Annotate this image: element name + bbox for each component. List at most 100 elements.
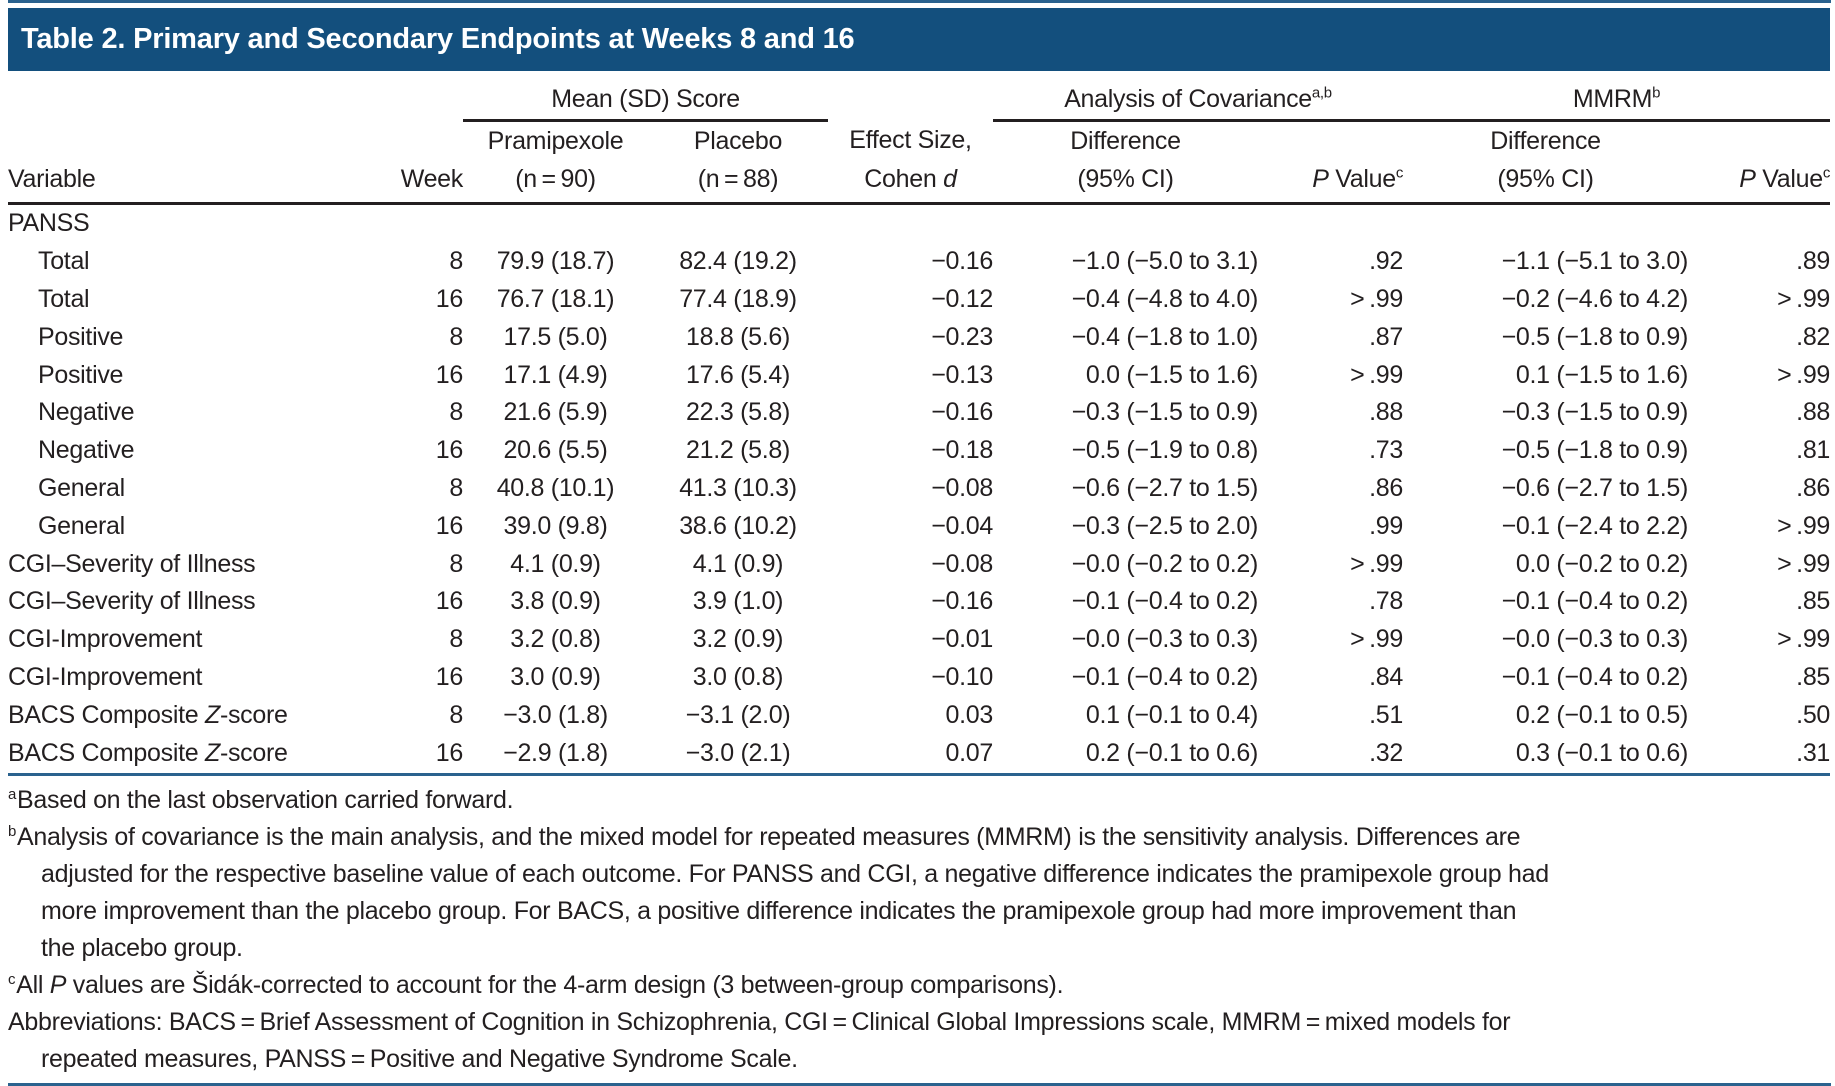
table-row: Negative 8 21.6 (5.9) 22.3 (5.8) −0.16 −0.3 (… (8, 394, 1830, 432)
cell-placebo-mean: 3.0 (0.8) (692, 662, 784, 691)
cell-placebo-mean: 38.6 (10.2) (679, 511, 797, 540)
spanner-mmrm: MMRMb (1403, 71, 1831, 122)
cell-mmrm-pvalue: > .99 (1777, 511, 1831, 540)
footnote-abbreviations-line-2: repeated measures, PANSS = Positive and … (41, 1044, 798, 1073)
table-row: Positive 16 17.1 (4.9) 17.6 (5.4) −0.13 0.0 (… (8, 356, 1830, 394)
cell-variable: General (38, 473, 125, 502)
cell-pramipexole-mean (463, 204, 648, 243)
cell-week: 8 (449, 398, 463, 427)
pvalue-superscript: c (1395, 164, 1404, 182)
footnote-b-line-4: the placebo group. (41, 933, 243, 962)
z-italic: Z (204, 700, 220, 729)
table-body: PANSS Total 8 79.9 (18.7) 82.4 (19.2) −0.16 −1… (8, 204, 1830, 772)
p-italic: P (1312, 164, 1329, 193)
cell-week: 16 (435, 436, 464, 465)
cell-variable: BACS Composite Z-score (8, 738, 288, 767)
cell-mmrm-difference: 0.3 (−0.1 to 0.6) (1515, 738, 1689, 767)
cell-week (363, 204, 463, 243)
spanner-mmrm-superscript: b (1652, 84, 1661, 102)
cell-mmrm-difference: −0.0 (−0.3 to 0.3) (1501, 625, 1689, 654)
cell-mmrm-difference (1403, 204, 1688, 243)
cell-mmrm-difference: −1.1 (−5.1 to 3.0) (1501, 247, 1689, 276)
spanner-analysis-of-covariance: Analysis of Covariancea,b (993, 71, 1404, 122)
table-row: Positive 8 17.5 (5.0) 18.8 (5.6) −0.23 −0.4 (… (8, 318, 1830, 356)
cell-placebo-mean: 3.2 (0.9) (692, 625, 784, 654)
header-spacer (363, 121, 463, 161)
table-bottom-rule (8, 772, 1830, 776)
cell-ancova-difference: −0.4 (−4.8 to 4.0) (1071, 284, 1259, 313)
cell-mmrm-difference: 0.2 (−0.1 to 0.5) (1515, 700, 1689, 729)
cell-ancova-difference (993, 204, 1258, 243)
cell-effect-size: −0.08 (931, 473, 993, 502)
cell-variable: CGI–Severity of Illness (8, 549, 256, 578)
cell-pramipexole-mean: −2.9 (1.8) (503, 738, 608, 767)
table-row: Total 8 79.9 (18.7) 82.4 (19.2) −0.16 −1.0 (−… (8, 243, 1830, 281)
cell-effect-size: −0.04 (931, 511, 993, 540)
cell-mmrm-pvalue: .82 (1796, 322, 1831, 351)
spanner-ancova-label: Analysis of Covariance (1064, 85, 1312, 113)
cell-ancova-difference: 0.1 (−0.1 to 0.4) (1085, 700, 1258, 729)
cell-week: 8 (449, 549, 463, 578)
table-row: PANSS (8, 204, 1830, 243)
cell-mmrm-pvalue: .81 (1796, 436, 1831, 465)
cell-pramipexole-mean: 40.8 (10.1) (496, 473, 615, 502)
cell-ancova-pvalue: > .99 (1350, 625, 1404, 654)
cell-ancova-pvalue: > .99 (1350, 360, 1404, 389)
cell-mmrm-pvalue: .86 (1796, 473, 1831, 502)
cell-mmrm-difference: 0.0 (−0.2 to 0.2) (1515, 549, 1689, 578)
cell-week: 16 (435, 662, 464, 691)
cell-week: 8 (449, 322, 463, 351)
spanner-mean-sd-score: Mean (SD) Score (463, 71, 828, 122)
cohen-d-italic: d (943, 164, 957, 193)
cell-variable: Positive (38, 360, 124, 389)
top-rule (8, 0, 1831, 3)
cell-effect-size: 0.07 (945, 738, 994, 767)
col-header-pramipexole-n: (n = 90) (463, 160, 648, 205)
footnote-a-marker: a (8, 785, 17, 803)
header-spacer (1258, 121, 1403, 161)
header-spacer (8, 121, 363, 161)
col-header-effect-size: Effect Size, (849, 125, 972, 154)
table-row: General 8 40.8 (10.1) 41.3 (10.3) −0.08 −0.6 … (8, 470, 1830, 508)
header-spacer (828, 71, 993, 121)
table-row: CGI–Severity of Illness 8 4.1 (0.9) 4.1 (0.… (8, 545, 1830, 583)
cell-effect-size: −0.16 (931, 398, 993, 427)
col-header-mmrm-pvalue: P Valuec (1688, 160, 1830, 205)
cell-variable: Total (38, 284, 90, 313)
cell-week: 8 (449, 473, 463, 502)
header-spacer (1688, 121, 1830, 161)
cell-ancova-pvalue: > .99 (1350, 549, 1404, 578)
footnote-a: aBased on the last observation carried f… (8, 782, 1830, 819)
cell-effect-size: −0.10 (931, 662, 993, 691)
table-title-bar: Table 2. Primary and Secondary Endpoints… (8, 8, 1830, 71)
cell-ancova-pvalue: .51 (1369, 700, 1404, 729)
cell-ancova-pvalue: .92 (1369, 247, 1404, 276)
col-header-ancova-difference: Difference (1070, 126, 1181, 155)
cell-placebo-mean: 4.1 (0.9) (692, 549, 784, 578)
cell-mmrm-difference: −0.3 (−1.5 to 0.9) (1501, 398, 1689, 427)
cell-mmrm-pvalue: .85 (1796, 587, 1831, 616)
cell-mmrm-pvalue: .89 (1796, 247, 1831, 276)
cell-placebo-mean: 17.6 (5.4) (685, 360, 790, 389)
cell-effect-size: −0.18 (931, 436, 993, 465)
cell-effect-size: −0.16 (931, 247, 993, 276)
cell-variable: CGI-Improvement (8, 625, 203, 654)
spanner-ancova-superscript: a,b (1311, 84, 1332, 102)
cell-ancova-difference: −0.3 (−2.5 to 2.0) (1071, 511, 1259, 540)
table-row: CGI-Improvement 8 3.2 (0.8) 3.2 (0.9) −0.01 −… (8, 621, 1830, 659)
col-header-ancova-pvalue: P Valuec (1258, 160, 1404, 205)
cell-variable: Positive (38, 322, 124, 351)
header-row-upper: Pramipexole Placebo Effect Size, Differe… (8, 121, 1830, 161)
cell-mmrm-difference: −0.2 (−4.6 to 4.2) (1501, 284, 1689, 313)
cell-effect-size: −0.23 (931, 322, 993, 351)
cell-variable: PANSS (8, 209, 90, 238)
cell-ancova-pvalue: .32 (1369, 738, 1404, 767)
cell-ancova-difference: −0.0 (−0.3 to 0.3) (1071, 625, 1259, 654)
footnote-b-line-2: adjusted for the respective baseline val… (41, 859, 1549, 888)
header-spacer (8, 71, 463, 121)
cell-ancova-pvalue: .84 (1369, 662, 1404, 691)
col-header-pramipexole: Pramipexole (487, 126, 624, 155)
cell-placebo-mean: −3.1 (2.0) (685, 700, 791, 729)
cell-mmrm-difference: −0.5 (−1.8 to 0.9) (1501, 436, 1689, 465)
